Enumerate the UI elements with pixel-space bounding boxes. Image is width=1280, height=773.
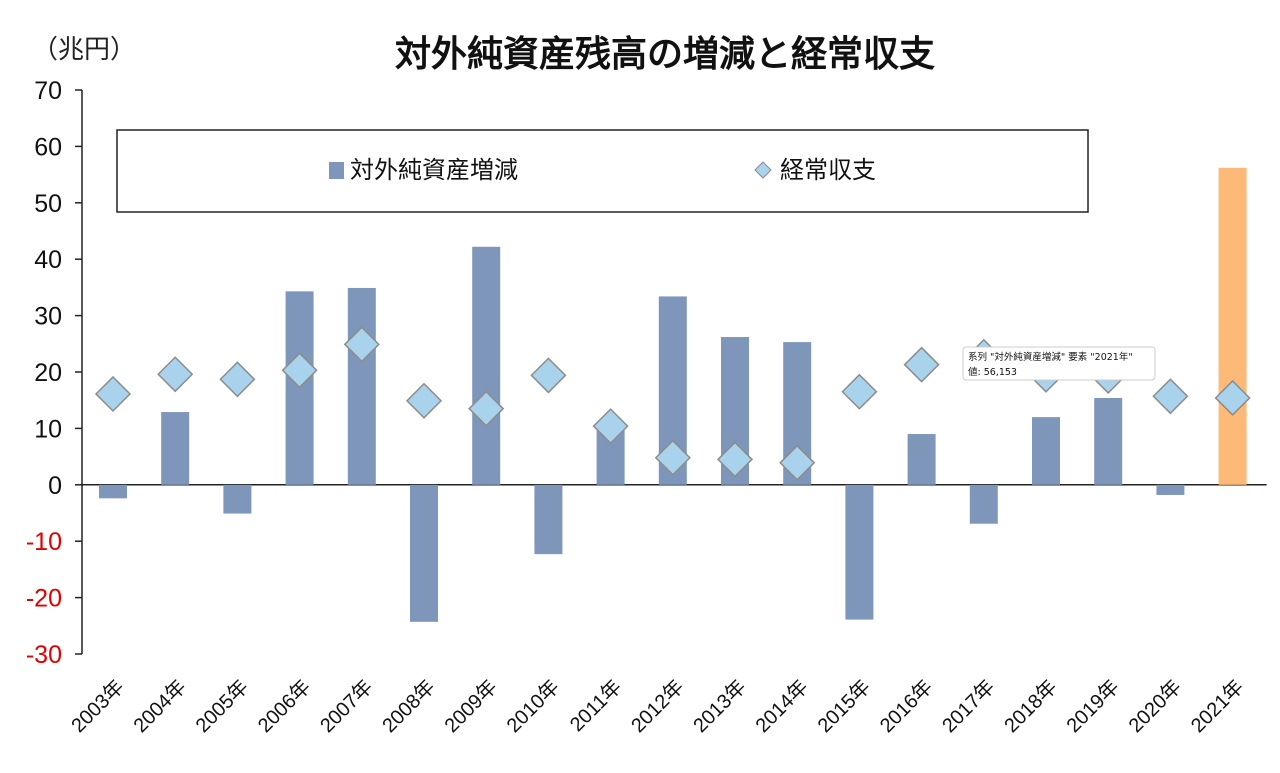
legend: 対外純資産増減 経常収支 — [116, 129, 1089, 213]
tooltip-box — [962, 346, 1156, 381]
tooltip-line-2: 値: 56,153 — [968, 366, 1017, 378]
bar-2015年 — [845, 484, 874, 620]
bar-2007年 — [347, 287, 376, 485]
bar-2019年 — [1094, 397, 1123, 485]
y-tick-label: 30 — [34, 303, 62, 331]
bar-2008年 — [410, 484, 438, 622]
x-tick-label: 2018年 — [1000, 675, 1062, 737]
marker-2021年 — [1214, 379, 1251, 417]
marker-2016年 — [903, 346, 940, 383]
legend-diamond-swatch — [754, 161, 772, 179]
marker-2020年 — [1152, 378, 1189, 415]
marker-2010年 — [530, 357, 567, 394]
bar-2003年 — [99, 484, 127, 499]
x-axis: 2003年 2004年 2005年 2006年 2007年 2008年 2009年 2010年… — [67, 484, 1267, 737]
y-tick-label: 0 — [48, 472, 62, 500]
bar-series — [99, 167, 1247, 622]
x-tick-label: 2008年 — [378, 675, 440, 737]
bar-2017年 — [969, 484, 998, 524]
marker-2013年 — [716, 441, 754, 478]
bar-2010年 — [534, 484, 563, 555]
marker-2009年 — [468, 390, 505, 427]
x-tick-label: 2020年 — [1124, 675, 1186, 737]
legend-box — [116, 129, 1089, 213]
bar-2018年 — [1032, 417, 1060, 485]
marker-2008年 — [405, 382, 443, 419]
y-tick-label: 20 — [34, 359, 62, 387]
chart-title: 対外純資産残高の増減と経常収支 — [395, 34, 935, 75]
bar-2009年 — [472, 246, 501, 485]
y-tick-label: 10 — [34, 415, 62, 443]
marker-2015年 — [841, 373, 878, 410]
y-tick-label: 40 — [34, 246, 62, 274]
tooltip: 系列 "対外純資産増減" 要素 "2021年" 値: 56,153 — [962, 346, 1156, 381]
y-axis: 70 60 50 40 30 20 10 0 -10 -20 -30 — [26, 77, 83, 669]
x-tick-label: 2016年 — [875, 675, 937, 737]
bar-2016年 — [907, 434, 936, 485]
marker-2004年 — [157, 356, 194, 393]
x-tick-label: 2019年 — [1062, 675, 1124, 737]
bar-2005年 — [223, 484, 252, 514]
x-tick-label: 2004年 — [129, 675, 191, 737]
legend-bar-swatch — [329, 162, 344, 179]
bar-2020年 — [1156, 484, 1185, 495]
marker-2007年 — [343, 326, 380, 363]
legend-label-bar: 対外純資産増減 — [350, 156, 518, 184]
bar-2004年 — [161, 412, 190, 485]
legend-label-marker: 経常収支 — [780, 156, 876, 184]
x-tick-label: 2006年 — [253, 675, 315, 737]
bar-2021年 — [1218, 167, 1247, 485]
unit-label: （兆円） — [32, 35, 136, 65]
marker-2006年 — [281, 352, 318, 389]
x-tick-label: 2015年 — [813, 675, 875, 737]
marker-2011年 — [592, 408, 629, 445]
x-tick-label: 2013年 — [689, 675, 751, 737]
x-tick-label: 2014年 — [751, 675, 813, 737]
y-tick-label: 70 — [34, 77, 62, 105]
tooltip-line-1: 系列 "対外純資産増減" 要素 "2021年" — [968, 351, 1133, 363]
x-tick-label: 2007年 — [315, 675, 377, 737]
marker-2003年 — [94, 375, 132, 413]
y-tick-label: 60 — [34, 133, 62, 161]
x-tick-label: 2011年 — [565, 675, 626, 736]
x-tick-label: 2021年 — [1186, 675, 1248, 737]
y-tick-label: 50 — [34, 190, 62, 218]
x-tick-label: 2012年 — [626, 675, 688, 737]
x-tick-label: 2017年 — [937, 675, 999, 737]
x-tick-label: 2003年 — [67, 675, 129, 737]
marker-2005年 — [219, 361, 256, 398]
marker-2014年 — [779, 444, 816, 481]
x-tick-label: 2009年 — [440, 675, 502, 737]
marker-2012年 — [654, 439, 691, 476]
y-tick-label: -20 — [26, 585, 62, 613]
y-tick-label: -30 — [26, 641, 62, 669]
y-tick-label: -10 — [26, 528, 62, 556]
x-tick-label: 2005年 — [191, 675, 253, 737]
x-tick-label: 2010年 — [502, 675, 564, 737]
